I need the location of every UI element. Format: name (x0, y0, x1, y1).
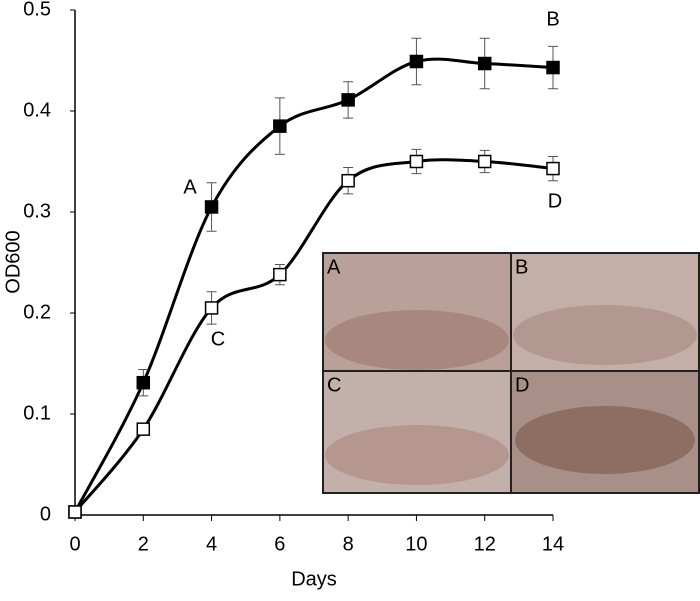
x-tick-label: 10 (405, 533, 427, 555)
marker (204, 200, 219, 214)
x-tick-label: 14 (542, 533, 564, 555)
marker (546, 161, 560, 176)
x-tick-label: 8 (343, 533, 354, 555)
marker (477, 56, 492, 71)
inset-label: A (327, 256, 341, 278)
x-tick-label: 0 (69, 533, 80, 555)
y-tick-label: 0 (40, 503, 51, 525)
inset-label: B (515, 256, 528, 278)
marker (477, 154, 492, 169)
marker (273, 267, 287, 282)
marker (409, 154, 424, 169)
annotation: D (548, 190, 562, 212)
y-tick-label: 0.3 (23, 200, 51, 222)
annotation: B (546, 8, 559, 30)
x-tick-label: 4 (206, 533, 217, 555)
marker (546, 60, 560, 75)
annotation: A (183, 176, 197, 198)
photo-liquid (513, 305, 697, 365)
x-tick-label: 12 (474, 533, 496, 555)
photo-liquid (515, 406, 695, 474)
marker (341, 93, 355, 107)
marker (273, 119, 287, 133)
marker (204, 301, 219, 315)
photo-liquid (325, 310, 509, 370)
marker (409, 54, 424, 69)
annotation: C (211, 328, 225, 350)
marker (341, 173, 355, 188)
y-tick-label: 0.5 (23, 0, 51, 20)
y-tick-label: 0.4 (23, 99, 51, 121)
marker (136, 375, 151, 390)
y-tick-label: 0.1 (23, 402, 51, 424)
x-tick-label: 6 (274, 533, 285, 555)
inset-label: D (515, 374, 529, 396)
marker (68, 505, 82, 519)
x-axis-label: Days (291, 568, 337, 590)
marker (136, 422, 151, 436)
x-tick-label: 2 (138, 533, 149, 555)
photo-liquid (325, 425, 509, 485)
y-axis-label: OD600 (2, 230, 24, 293)
y-tick-label: 0.2 (23, 301, 51, 323)
inset-label: C (327, 374, 341, 396)
inset-photos (322, 252, 700, 494)
